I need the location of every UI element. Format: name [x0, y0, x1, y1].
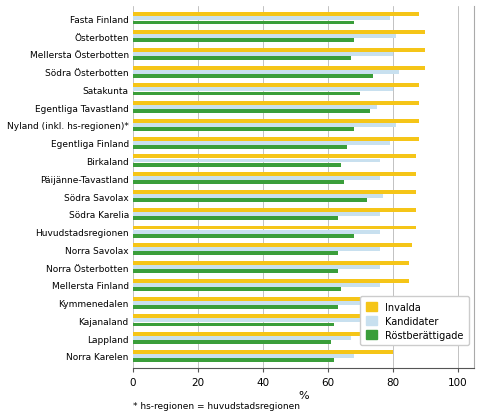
Bar	[132, 319, 366, 323]
Bar	[132, 159, 379, 163]
Bar	[132, 53, 392, 57]
X-axis label: %: %	[298, 390, 308, 400]
Bar	[132, 17, 389, 21]
Bar	[132, 323, 334, 327]
Bar	[132, 283, 379, 287]
Bar	[132, 57, 350, 61]
Bar	[132, 39, 353, 43]
Bar	[132, 71, 398, 74]
Bar	[132, 230, 379, 234]
Bar	[132, 301, 379, 305]
Legend: Invalda, Kandidater, Röstberättigade: Invalda, Kandidater, Röstberättigade	[359, 296, 468, 346]
Bar	[132, 49, 424, 52]
Bar	[132, 13, 418, 17]
Bar	[132, 177, 379, 181]
Bar	[132, 124, 395, 128]
Bar	[132, 31, 424, 35]
Bar	[132, 145, 347, 150]
Bar	[132, 270, 337, 273]
Bar	[132, 155, 415, 159]
Text: * hs-regionen = huvudstadsregionen: * hs-regionen = huvudstadsregionen	[132, 401, 300, 410]
Bar	[132, 297, 408, 301]
Bar	[132, 340, 330, 344]
Bar	[132, 66, 424, 70]
Bar	[132, 216, 337, 220]
Bar	[132, 75, 372, 78]
Bar	[132, 226, 415, 230]
Bar	[132, 332, 395, 336]
Bar	[132, 163, 340, 167]
Bar	[132, 208, 415, 212]
Bar	[132, 102, 418, 106]
Bar	[132, 88, 392, 92]
Bar	[132, 190, 415, 195]
Bar	[132, 35, 395, 39]
Bar	[132, 141, 389, 145]
Bar	[132, 199, 366, 203]
Bar	[132, 315, 405, 318]
Bar	[132, 287, 340, 291]
Bar	[132, 120, 418, 123]
Bar	[132, 84, 418, 88]
Bar	[132, 248, 379, 252]
Bar	[132, 181, 343, 185]
Bar	[132, 244, 411, 248]
Bar	[132, 93, 360, 96]
Bar	[132, 106, 376, 110]
Bar	[132, 138, 418, 141]
Bar	[132, 173, 415, 177]
Bar	[132, 21, 353, 25]
Bar	[132, 337, 350, 340]
Bar	[132, 266, 379, 269]
Bar	[132, 354, 353, 358]
Bar	[132, 261, 408, 265]
Bar	[132, 128, 353, 132]
Bar	[132, 195, 382, 199]
Bar	[132, 212, 379, 216]
Bar	[132, 305, 337, 309]
Bar	[132, 279, 408, 283]
Bar	[132, 358, 334, 362]
Bar	[132, 110, 369, 114]
Bar	[132, 234, 353, 238]
Bar	[132, 350, 392, 354]
Bar	[132, 252, 337, 256]
